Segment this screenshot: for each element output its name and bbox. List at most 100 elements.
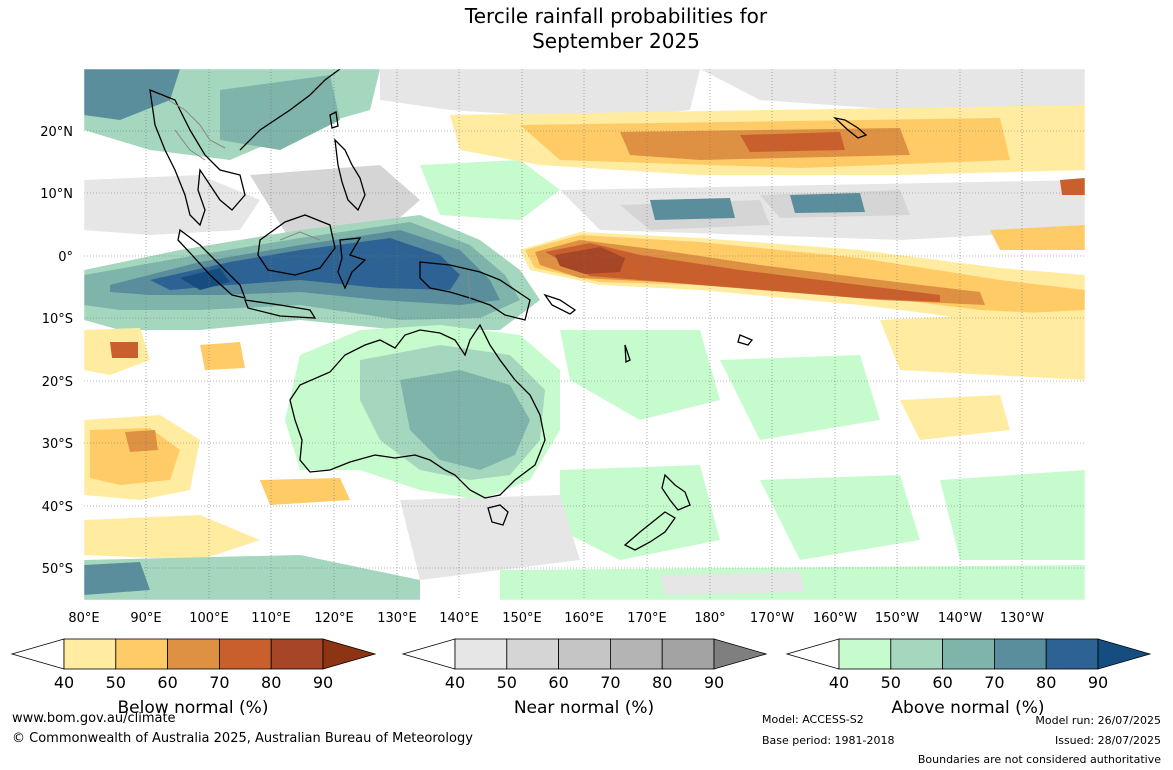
colorbar-below-normal: 40 50 60 70 80 90 (10, 638, 377, 692)
lat-label-0: 0° (58, 250, 73, 265)
below-normal-segment-1 (63, 638, 117, 670)
lon-label-140w: 140°W (938, 611, 982, 626)
above-normal-segment-5 (1045, 638, 1099, 670)
title-line-2: September 2025 (532, 29, 700, 53)
above-normal-tick-label: 70 (984, 673, 1004, 692)
sumatra-coastline (177, 228, 247, 299)
lon-label-150w: 150°W (875, 611, 919, 626)
near-normal-tick-label: 80 (652, 673, 672, 692)
map-plot-area (84, 69, 1085, 600)
fiji-coastline (737, 334, 754, 346)
lon-label-130w: 130°W (1000, 611, 1044, 626)
issued-text: Issued: 28/07/2025 (1054, 734, 1161, 747)
lon-label-150e: 150°E (502, 611, 542, 626)
new-guinea-coastline (419, 261, 531, 321)
lon-label-140e: 140°E (439, 611, 479, 626)
tasmania-coastline (487, 504, 509, 526)
above-normal-segment-3 (942, 638, 995, 670)
below-normal-tick-label: 70 (209, 673, 229, 692)
near-normal-segment-1 (454, 638, 508, 670)
near-normal-tick-label: 50 (497, 673, 517, 692)
above-normal-tick-label: 80 (1036, 673, 1056, 692)
indochina-coastline (149, 88, 246, 227)
below-normal-tick-label: 40 (54, 673, 74, 692)
base-period-text: Base period: 1981-2018 (762, 734, 895, 747)
above-normal-tick-label: 90 (1088, 673, 1108, 692)
lon-label-90e: 90°E (130, 611, 161, 626)
new-zealand-north-coastline (661, 473, 691, 511)
near-normal-low-extend (401, 638, 456, 670)
below-normal-tick-label: 80 (261, 673, 281, 692)
below-normal-high-extend (322, 638, 377, 670)
solomon-coastline (543, 293, 577, 315)
lon-label-170w: 170°W (750, 611, 794, 626)
model-run-text: Model run: 26/07/2025 (1035, 714, 1161, 727)
lon-label-160e: 160°E (564, 611, 604, 626)
coastlines (149, 69, 868, 551)
lon-label-130e: 130°E (377, 611, 417, 626)
disclaimer-text: Boundaries are not considered authoritat… (917, 753, 1161, 766)
lat-label-20n: 20°N (40, 125, 73, 140)
above-normal-tick-label: 40 (829, 673, 849, 692)
taiwan-coastline (329, 111, 339, 129)
below-normal-segment-2 (115, 638, 169, 670)
hawaii-coastline (832, 116, 868, 139)
below-normal-tick-label: 50 (106, 673, 126, 692)
vanuatu-coastline (624, 344, 631, 364)
near-normal-tick-label: 60 (548, 673, 568, 692)
lon-label-120e: 120°E (314, 611, 354, 626)
lon-label-180: 180° (694, 611, 725, 626)
near-normal-segment-4 (610, 638, 663, 670)
new-zealand-south-coastline (623, 511, 676, 551)
above-normal-tick-label: 60 (932, 673, 952, 692)
above-normal-high-extend (1097, 638, 1152, 670)
below-normal-segment-4 (218, 638, 272, 670)
below-normal-low-extend (10, 638, 65, 670)
below-normal-tick-label: 90 (313, 673, 333, 692)
website-link[interactable]: www.bom.gov.au/climate (12, 711, 176, 726)
sulawesi-coastline (337, 237, 367, 290)
lat-label-30s: 30°S (42, 437, 73, 452)
below-normal-segment-5 (270, 638, 324, 670)
near-normal-segment-2 (506, 638, 559, 670)
near-normal-segment-3 (558, 638, 611, 670)
colorbar-above-normal: 40 50 60 70 80 90 (785, 638, 1152, 692)
lon-label-170e: 170°E (627, 611, 667, 626)
probability-fields (84, 69, 1085, 600)
philippines-coastline (334, 138, 366, 212)
colorbar-near-normal: 40 50 60 70 80 90 (401, 638, 768, 692)
copyright-text: © Commonwealth of Australia 2025, Austra… (12, 731, 473, 746)
latitude-labels: 20°N 10°N 0° 10°S 20°S 30°S 40°S 50°S (40, 125, 73, 577)
china-coastline (239, 69, 341, 151)
above-normal-segment-4 (994, 638, 1047, 670)
java-coastline (244, 299, 317, 319)
borneo-coastline (257, 214, 336, 276)
near-normal-high-extend (713, 638, 768, 670)
graticule (84, 69, 1085, 600)
lon-label-110e: 110°E (251, 611, 291, 626)
model-text: Model: ACCESS-S2 (762, 713, 864, 726)
lon-label-100e: 100°E (189, 611, 229, 626)
lat-label-10s: 10°S (42, 312, 73, 327)
above-normal-low-extend (785, 638, 840, 670)
above-normal-tick-label: 50 (881, 673, 901, 692)
near-normal-tick-label: 70 (600, 673, 620, 692)
near-normal-tick-label: 90 (704, 673, 724, 692)
longitude-labels: 80°E 90°E 100°E 110°E 120°E 130°E 140°E … (68, 611, 1044, 626)
near-normal-tick-label: 40 (445, 673, 465, 692)
above-normal-segment-1 (838, 638, 892, 670)
lon-label-80e: 80°E (68, 611, 99, 626)
map-title: Tercile rainfall probabilities for Septe… (0, 4, 1173, 54)
below-normal-tick-label: 60 (157, 673, 177, 692)
near-normal-segment-5 (661, 638, 715, 670)
colorbar-label-above-normal: Above normal (%) (891, 698, 1044, 718)
lat-label-50s: 50°S (42, 562, 73, 577)
lon-label-160w: 160°W (813, 611, 857, 626)
lat-label-10n: 10°N (40, 187, 73, 202)
colorbar-label-near-normal: Near normal (%) (514, 698, 654, 718)
title-line-1: Tercile rainfall probabilities for (464, 4, 768, 28)
below-normal-segment-3 (167, 638, 220, 670)
lat-label-20s: 20°S (42, 375, 73, 390)
country-borders (159, 94, 471, 301)
